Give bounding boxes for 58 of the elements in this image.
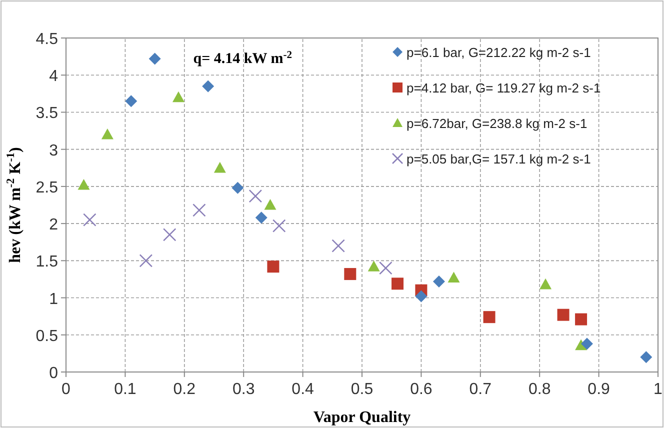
point <box>415 290 428 302</box>
x-tick-label: 0.8 <box>528 381 551 398</box>
y-tick-label: 2 <box>49 216 58 234</box>
x-tick-label: 0.1 <box>114 381 136 398</box>
y-tick-label: 3 <box>49 142 58 160</box>
y-tick-label: 3.5 <box>36 105 58 122</box>
point <box>448 272 460 283</box>
y-tick-label: 4.5 <box>36 31 58 48</box>
point <box>368 260 380 272</box>
y-tick-label: 1.5 <box>36 254 58 271</box>
point <box>557 308 570 321</box>
point <box>162 228 176 242</box>
x-tick-label: 0.3 <box>232 381 255 398</box>
x-tick-label: 0.7 <box>469 381 492 398</box>
point <box>248 189 262 203</box>
y-tick-label: 1 <box>49 290 58 308</box>
y-tick-label: 4 <box>49 68 58 86</box>
point <box>640 351 652 364</box>
x-tick-label: 0.4 <box>292 381 314 398</box>
point <box>101 128 114 140</box>
y-tick-label: 2.5 <box>36 179 58 196</box>
x-tick-label: 0.2 <box>173 381 196 398</box>
point <box>214 162 226 173</box>
x-tick-label: 0.9 <box>588 381 610 398</box>
point <box>332 239 345 252</box>
point <box>172 91 184 102</box>
x-tick-label: 0.6 <box>410 381 432 398</box>
annotation: q= 4.14 kW m$^{-2}$ <box>193 50 292 67</box>
point <box>272 219 286 232</box>
point <box>540 278 552 290</box>
point <box>255 212 268 224</box>
point <box>344 268 356 280</box>
x-axis-title: Vapor Quality <box>313 409 411 426</box>
point <box>125 95 138 108</box>
x-tick-label: 1 <box>654 381 663 398</box>
y-tick-label: 0 <box>49 365 58 382</box>
legend-label: p=4.12 bar, G= 119.27 kg m-2 s-1 <box>406 80 601 96</box>
point <box>267 260 280 273</box>
point <box>580 338 593 350</box>
point <box>264 199 276 210</box>
point <box>392 278 404 290</box>
legend-label: p=6.1 bar, G=212.22 kg m-2 s-1 <box>406 45 591 60</box>
point <box>379 261 392 275</box>
point <box>483 311 496 324</box>
point <box>83 213 96 226</box>
point <box>139 254 153 268</box>
point <box>432 275 445 288</box>
point <box>148 52 161 65</box>
y-tick-label: 0.5 <box>36 328 58 345</box>
point <box>78 178 90 190</box>
point <box>575 313 588 326</box>
point <box>202 80 214 92</box>
legend-label: p=5.05 bar,G= 157.1 kg m-2 s-1 <box>406 152 591 166</box>
x-tick-label: 0 <box>62 381 71 398</box>
legend-label: p=6.72bar, G=238.8 kg m-2 s-1 <box>406 116 588 131</box>
x-tick-label: 0.5 <box>350 381 374 398</box>
point <box>192 204 206 217</box>
point <box>232 182 244 194</box>
